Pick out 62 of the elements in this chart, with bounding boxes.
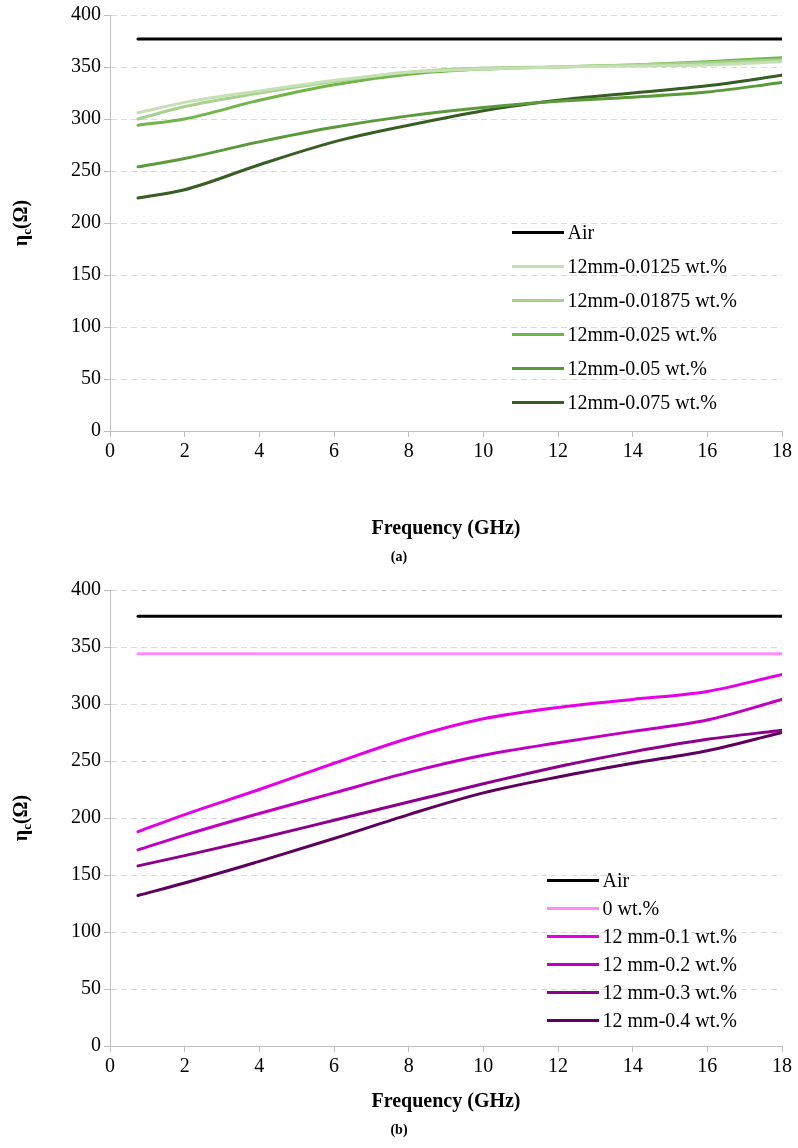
x-tick-label: 10 bbox=[473, 1054, 494, 1077]
legend-label: 12mm-0.05 wt.% bbox=[567, 356, 707, 381]
legend-label: 0 wt.% bbox=[602, 896, 660, 921]
line-series bbox=[136, 731, 782, 898]
y-axis-title: ηc(Ω) bbox=[9, 199, 35, 247]
x-tick-label: 4 bbox=[254, 1054, 265, 1077]
y-tick-label: 350 bbox=[71, 634, 101, 657]
line-series bbox=[136, 672, 782, 834]
y-tick-label: 400 bbox=[71, 2, 101, 25]
line-series bbox=[136, 728, 782, 868]
x-axis-title: Frequency (GHz) bbox=[371, 1089, 521, 1113]
y-tick-label: 200 bbox=[71, 805, 101, 828]
y-tick-label: 400 bbox=[71, 577, 101, 600]
x-tick-label: 4 bbox=[254, 439, 265, 462]
legend-label: 12 mm-0.3 wt.% bbox=[602, 980, 737, 1005]
x-tick-label: 0 bbox=[105, 439, 115, 462]
text: (a) bbox=[389, 549, 409, 565]
x-tick-label: 14 bbox=[622, 439, 643, 462]
x-tick-label: 12 bbox=[548, 439, 568, 462]
legend-label: 12mm-0.0125 wt.% bbox=[567, 254, 727, 279]
y-tick-label: 250 bbox=[71, 158, 101, 181]
x-tick-label: 10 bbox=[473, 439, 494, 462]
x-tick-label: 6 bbox=[329, 439, 339, 462]
y-tick-label: 150 bbox=[71, 262, 101, 285]
x-tick-label: 8 bbox=[403, 1054, 414, 1077]
text: (b) bbox=[389, 1122, 409, 1138]
x-tick-label: 2 bbox=[179, 1054, 190, 1077]
y-tick-label: 250 bbox=[71, 748, 101, 771]
legend-label: 12 mm-0.4 wt.% bbox=[602, 1008, 737, 1033]
line-series bbox=[136, 73, 782, 200]
legend-label: 12mm-0.01875 wt.% bbox=[567, 288, 737, 313]
x-tick-label: 16 bbox=[697, 1054, 718, 1077]
y-tick-label: 0 bbox=[91, 418, 101, 441]
x-tick-label: 12 bbox=[548, 1054, 568, 1077]
legend-label: 12mm-0.075 wt.% bbox=[567, 390, 717, 415]
y-tick-label: 200 bbox=[71, 210, 101, 233]
x-tick-label: 2 bbox=[179, 439, 190, 462]
y-tick-label: 50 bbox=[81, 976, 101, 999]
legend-label: Air bbox=[602, 868, 630, 893]
x-axis-title: Frequency (GHz) bbox=[371, 516, 521, 540]
x-tick-label: 16 bbox=[697, 439, 718, 462]
y-tick-label: 0 bbox=[91, 1033, 101, 1056]
legend-label: 12 mm-0.2 wt.% bbox=[602, 952, 737, 977]
y-tick-label: 100 bbox=[71, 919, 101, 942]
x-tick-label: 18 bbox=[772, 1054, 792, 1077]
y-tick-label: 300 bbox=[71, 691, 101, 714]
y-tick-label: 350 bbox=[71, 54, 101, 77]
x-tick-label: 6 bbox=[329, 1054, 339, 1077]
legend-label: 12mm-0.025 wt.% bbox=[567, 322, 717, 347]
y-tick-label: 100 bbox=[71, 314, 101, 337]
legend-label: Air bbox=[567, 220, 595, 245]
line-series bbox=[136, 81, 782, 169]
y-tick-label: 150 bbox=[71, 862, 101, 885]
x-tick-label: 8 bbox=[403, 439, 414, 462]
x-tick-label: 0 bbox=[105, 1054, 115, 1077]
legend-label: 12 mm-0.1 wt.% bbox=[602, 924, 737, 949]
y-tick-label: 50 bbox=[81, 366, 101, 389]
x-tick-label: 18 bbox=[772, 439, 792, 462]
y-tick-label: 300 bbox=[71, 106, 101, 129]
y-axis-title: ηc(Ω) bbox=[9, 794, 35, 842]
line-series bbox=[136, 697, 782, 852]
x-tick-label: 14 bbox=[622, 1054, 643, 1077]
